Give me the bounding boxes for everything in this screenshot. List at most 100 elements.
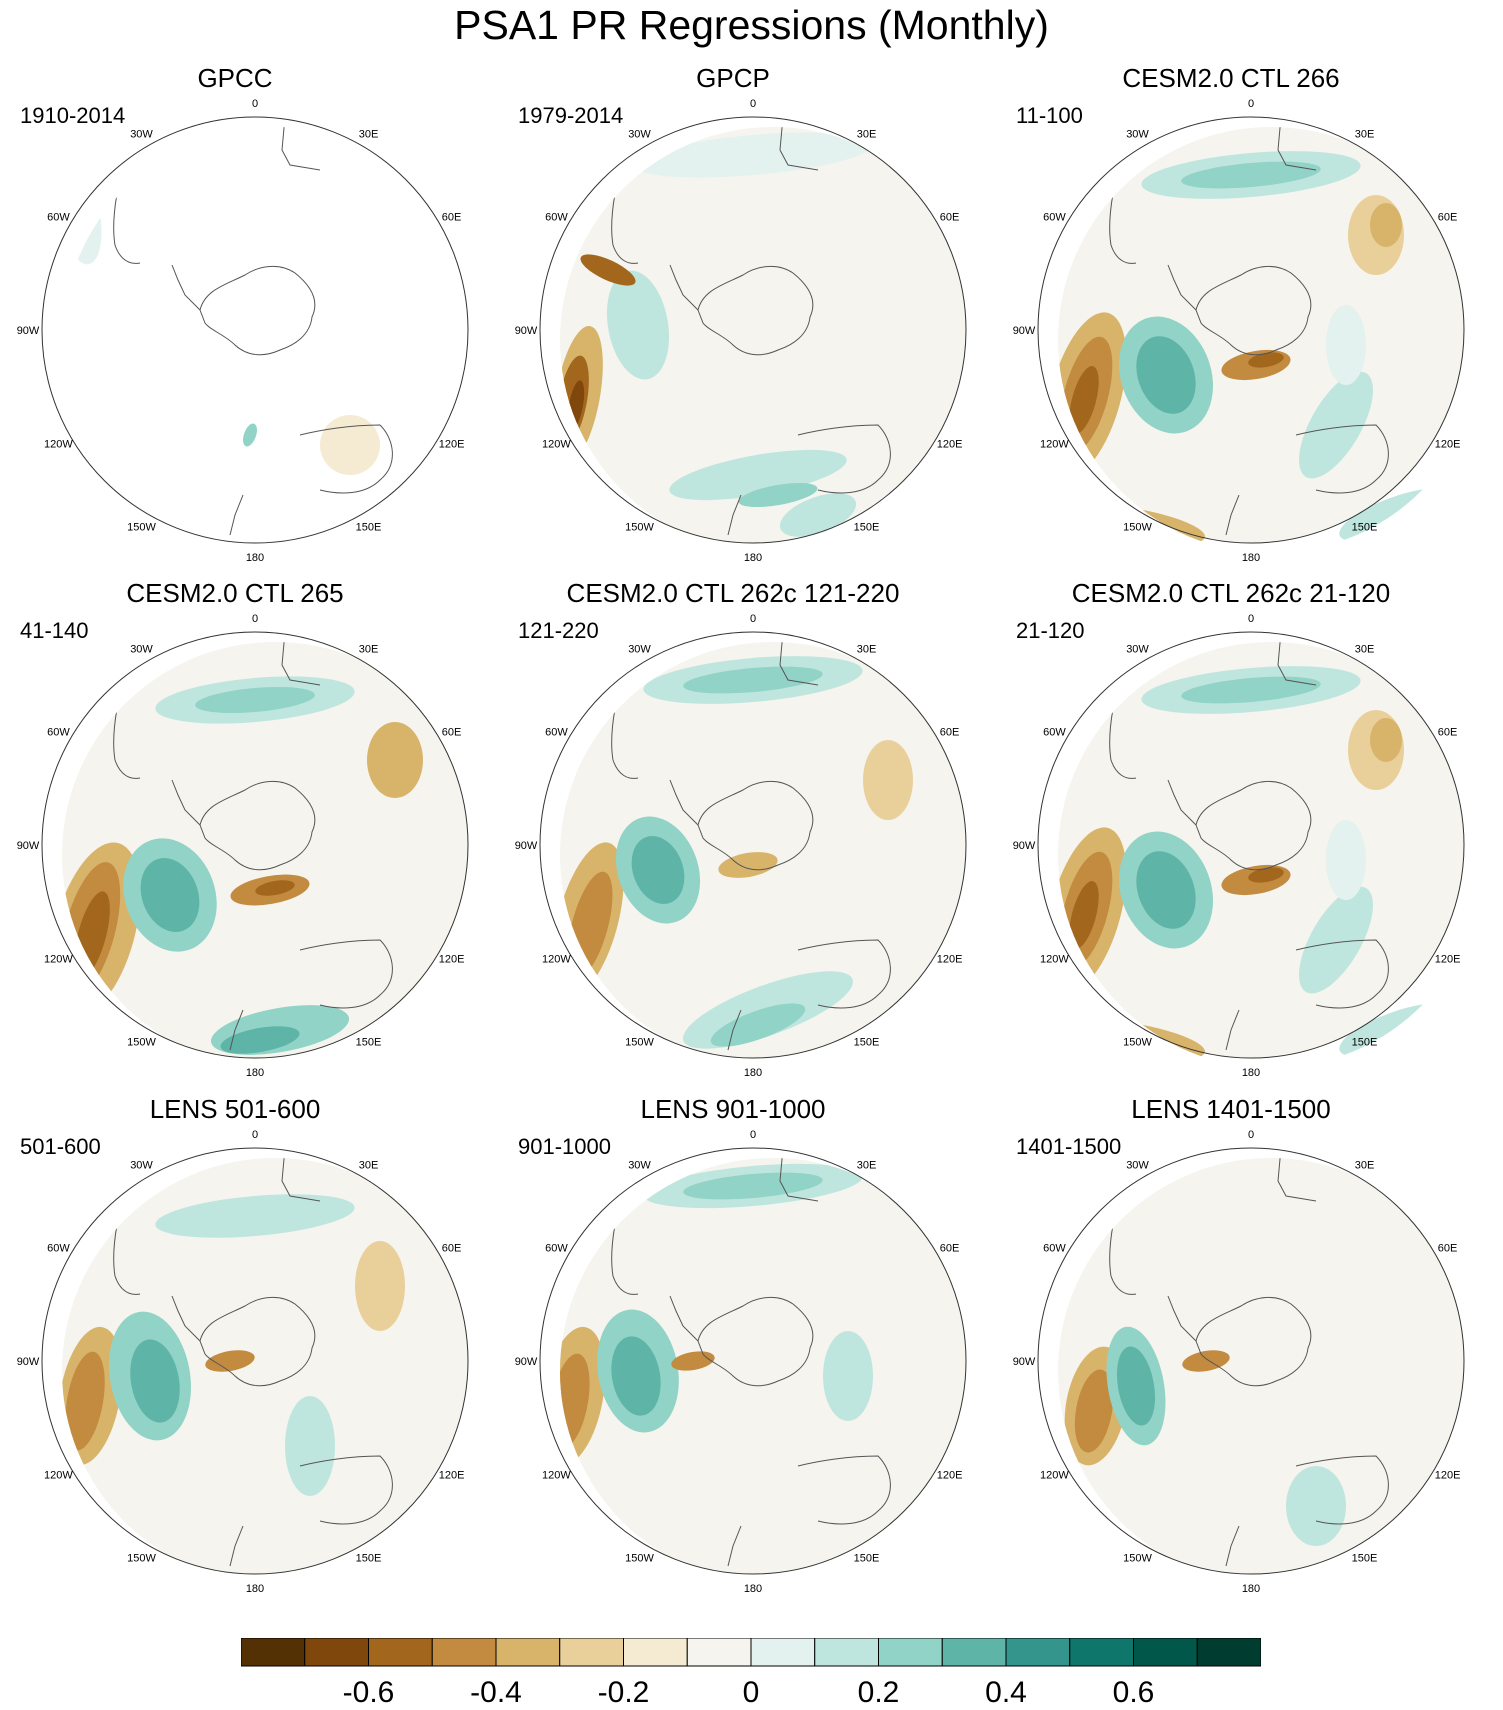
longitude-label: 120E [1435,1470,1461,1482]
colorbar-swatch [941,1638,1007,1667]
colorbar-swatch [878,1638,943,1667]
colorbar-tick-label: -0.6 [342,1676,395,1709]
map-panel: CESM2.0 CTL 262c 21-120030E60E90E120E150… [996,578,1466,1079]
shading-region [633,132,873,178]
antarctica-outline [1195,781,1312,871]
shading-region [1370,203,1402,247]
shading-region [320,105,360,125]
polar-map: 030E60E90E120E150E180150W120W90W60W30W [1013,98,1465,564]
shading-region [580,254,636,286]
shading-region [1299,371,1373,479]
map-background [62,127,468,543]
panel-period: 1979-2014 [518,103,624,128]
polar-map: 030E60E90E120E150E180150W120W90W60W30W [17,613,469,1079]
longitude-label: 120E [937,954,963,966]
longitude-label: 30E [1355,643,1375,655]
shading-region [65,1351,105,1451]
coastline [229,1009,244,1051]
longitude-label: 60E [442,727,462,739]
antarctica-outline [199,781,316,871]
shading-region [220,1026,300,1054]
coastline [669,1295,699,1342]
longitude-label: 0 [252,98,258,110]
polar-map: 030E60E90E120E150E180150W120W90W60W30W [1013,613,1465,1079]
longitude-label: 150E [1352,1553,1378,1565]
colorbar-swatch [431,1638,497,1667]
coastline [281,1158,321,1202]
longitude-label: 90W [17,1356,40,1368]
longitude-label: 90W [515,840,538,852]
panel-title: LENS 501-600 [149,1094,321,1124]
longitude-label: 30E [359,643,379,655]
longitude-label: 120W [1040,954,1069,966]
antarctica-outline [199,266,316,356]
map-boundary [41,631,469,1059]
panel-period: 1401-1500 [1016,1134,1122,1159]
polar-map: 030E60E90E120E150E180150W120W90W60W30W [515,613,967,1079]
longitude-label: 60E [1438,727,1458,739]
coastline [1167,779,1197,826]
longitude-label: 30E [1355,1159,1375,1171]
longitude-label: 180 [246,1583,264,1595]
longitude-label: 60E [1438,212,1458,224]
coastline [669,779,699,826]
longitude-label: 0 [750,98,756,110]
colorbar-swatch [814,1638,879,1667]
longitude-label: 150E [854,1037,880,1049]
colorbar-swatch [750,1638,816,1667]
longitude-label: 120W [44,954,73,966]
shading-region [320,415,380,475]
longitude-label: 90W [515,1356,538,1368]
map-boundary [539,1147,967,1575]
longitude-label: 120E [1435,439,1461,451]
longitude-label: 0 [1248,613,1254,625]
shading-region [205,1350,255,1372]
panel-title: CESM2.0 CTL 266 [1122,63,1340,93]
map-panel: CESM2.0 CTL 266030E60E90E120E150E180150W… [996,63,1466,564]
longitude-label: 0 [750,613,756,625]
map-background [62,642,468,1058]
longitude-label: 150W [1123,1037,1152,1049]
longitude-label: 180 [744,1067,762,1079]
longitude-label: 60E [940,727,960,739]
longitude-label: 120W [542,1470,571,1482]
longitude-label: 30E [1355,128,1375,140]
polar-map: 030E60E90E120E150E180150W120W90W60W30W [515,98,967,564]
longitude-label: 90W [17,325,40,337]
longitude-label: 120E [937,1470,963,1482]
longitude-label: 150E [854,1553,880,1565]
longitude-label: 120W [1040,1470,1069,1482]
longitude-label: 120E [937,439,963,451]
shading-region [243,423,257,447]
colorbar-swatch [241,1638,306,1667]
longitude-label: 60E [940,1243,960,1255]
shading-region [140,858,200,932]
shading-region [1116,1346,1156,1426]
longitude-label: 60W [1043,1243,1066,1255]
longitude-label: 30W [628,643,651,655]
longitude-label: 30W [1126,128,1149,140]
shading-region [683,666,823,694]
coastline [299,1455,393,1525]
shading-region [355,1241,405,1331]
longitude-label: 120E [1435,954,1461,966]
panel-period: 11-100 [1016,103,1083,128]
longitude-label: 120W [44,439,73,451]
panel-title: LENS 901-1000 [640,1094,826,1124]
shading-region [671,1351,715,1371]
coastline [281,642,321,686]
longitude-label: 120W [1040,439,1069,451]
coastline [1277,127,1317,171]
coastline [669,264,699,311]
longitude-label: 0 [252,1129,258,1141]
longitude-label: 30W [130,643,153,655]
panel-period: 501-600 [20,1134,101,1159]
polar-map: 030E60E90E120E150E180150W120W90W60W30W [1013,1129,1465,1595]
longitude-label: 0 [1248,98,1254,110]
coastline [1295,939,1389,1009]
map-panel: GPCC030E60E90E120E150E180150W120W90W60W3… [0,63,470,564]
longitude-label: 180 [1242,1583,1260,1595]
coastline [1277,642,1317,686]
longitude-label: 120E [439,954,465,966]
longitude-label: 30E [359,128,379,140]
